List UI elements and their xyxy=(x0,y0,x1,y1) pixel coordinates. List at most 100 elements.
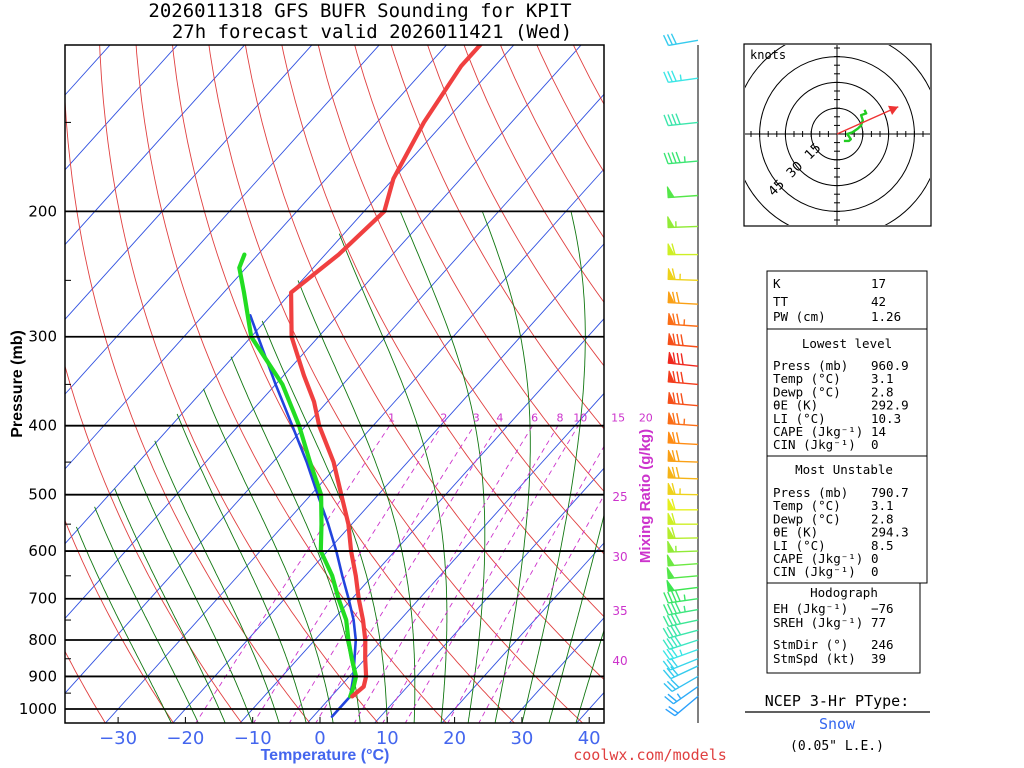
barb-staff xyxy=(668,121,699,127)
barb-pennant xyxy=(667,291,675,304)
barb-feather xyxy=(671,152,677,164)
mixing-ratio-label: Mixing Ratio (g/kg) xyxy=(637,429,654,563)
temperature-tick-label: 20 xyxy=(443,728,466,749)
barb-feather xyxy=(671,113,677,125)
barb-feather xyxy=(664,695,674,705)
x-axis-label: Temperature (°C) xyxy=(261,747,390,764)
barb-pennant xyxy=(667,243,675,256)
mixing-ratio-line xyxy=(353,425,533,723)
barb-staff xyxy=(668,77,699,84)
mixing-ratio-tick-label: 2 xyxy=(440,412,447,425)
moist-adiabat xyxy=(399,211,486,723)
chart-title: 2026011318 GFS BUFR Sounding for KPIT xyxy=(148,0,571,22)
mixing-ratio-line xyxy=(382,425,559,723)
stat-label: Dewp (°C) xyxy=(773,511,841,526)
wind-barb xyxy=(667,216,699,229)
barb-staff xyxy=(668,160,699,165)
moist-adiabat xyxy=(133,465,253,723)
barb-feather xyxy=(676,313,680,326)
barb-staff xyxy=(668,39,699,47)
dry-adiabat xyxy=(135,45,447,723)
skewt-series xyxy=(237,45,483,718)
mixing-ratio-tick-label: 3 xyxy=(473,412,480,425)
isotherm-line xyxy=(65,93,604,694)
wind-barb xyxy=(667,391,699,407)
barb-half-feather xyxy=(683,156,686,163)
wind-barb xyxy=(666,186,699,199)
barb-pennant xyxy=(667,391,675,405)
barb-feather xyxy=(670,602,677,614)
hodograph-header: Hodograph xyxy=(810,585,878,600)
wind-barb xyxy=(663,70,699,84)
temperature-tick-label: 10 xyxy=(376,728,399,749)
barb-pennant xyxy=(667,412,675,425)
pressure-tick-label: 1000 xyxy=(19,700,57,718)
stat-label: EH (Jkg⁻¹) xyxy=(773,601,848,616)
moist-adiabat xyxy=(176,413,307,723)
barb-feather xyxy=(670,666,679,676)
pressure-tick-label: 700 xyxy=(28,590,57,608)
mixing-ratio-tick-label: 15 xyxy=(611,412,625,425)
pressure-tick-label: 500 xyxy=(28,486,57,504)
dry-adiabat xyxy=(65,650,106,723)
moist-adiabat xyxy=(521,211,586,723)
plot-frame xyxy=(64,44,605,724)
stat-label: Press (mb) xyxy=(773,485,848,500)
barb-feather xyxy=(680,371,684,384)
moist-adiabat xyxy=(75,526,172,723)
barb-feather xyxy=(671,498,676,510)
wind-barb xyxy=(667,482,699,496)
barb-feather xyxy=(667,114,673,126)
barb-feather xyxy=(675,151,681,163)
barb-pennant xyxy=(667,268,675,281)
barb-feather xyxy=(667,152,673,164)
wind-barb xyxy=(663,590,699,604)
stat-label: StmSpd (kt) xyxy=(773,651,856,666)
temperature-trace xyxy=(289,45,483,699)
wind-barbs xyxy=(662,33,699,723)
wind-barb xyxy=(666,554,699,567)
barb-feather xyxy=(670,647,678,658)
dry-adiabat xyxy=(281,45,604,618)
isotherm-line xyxy=(104,168,604,723)
barb-feather xyxy=(666,680,676,690)
stat-value: 246 xyxy=(871,637,894,652)
barb-pennant xyxy=(667,431,675,444)
stat-value: 2.8 xyxy=(871,511,894,526)
barb-feather xyxy=(662,604,670,616)
barb-pennant xyxy=(667,351,675,365)
dewpoint-trace xyxy=(237,252,359,699)
barb-feather xyxy=(675,590,681,602)
skewt-background xyxy=(65,45,604,723)
barb-feather xyxy=(675,432,680,444)
stat-value: −76 xyxy=(871,601,894,616)
barb-feather xyxy=(663,592,669,604)
barb-pennant xyxy=(666,554,675,567)
barb-staff xyxy=(669,639,699,650)
wind-barb xyxy=(663,113,699,127)
isotherm-line xyxy=(239,317,604,723)
barb-feather xyxy=(676,371,680,383)
barb-staff xyxy=(673,685,699,705)
stat-value: 39 xyxy=(871,651,886,666)
barb-feather xyxy=(666,626,674,638)
temperature-tick-label: 30 xyxy=(510,728,533,749)
stat-value: 292.9 xyxy=(871,398,909,413)
barb-pennant xyxy=(667,527,675,539)
isotherm-line xyxy=(441,542,604,723)
barb-staff xyxy=(674,695,699,717)
most-unstable-rows: Press (mb) 790.7 Temp (°C) 3.1 Dewp (°C) 2.8 θ… xyxy=(773,485,909,579)
dry-adiabat xyxy=(65,519,175,723)
wind-barb xyxy=(662,624,699,639)
barb-feather xyxy=(680,393,684,405)
barb-feather xyxy=(670,33,677,45)
barb-feather xyxy=(671,431,676,444)
barb-feather xyxy=(666,34,674,46)
moist-adiabat xyxy=(94,506,199,723)
stat-label: LI (°C) xyxy=(773,538,826,553)
dry-adiabat xyxy=(463,45,604,304)
wind-barb xyxy=(667,466,699,480)
barb-feather xyxy=(676,333,680,346)
dry-adiabat xyxy=(65,364,243,723)
isotherm-line xyxy=(65,45,448,470)
